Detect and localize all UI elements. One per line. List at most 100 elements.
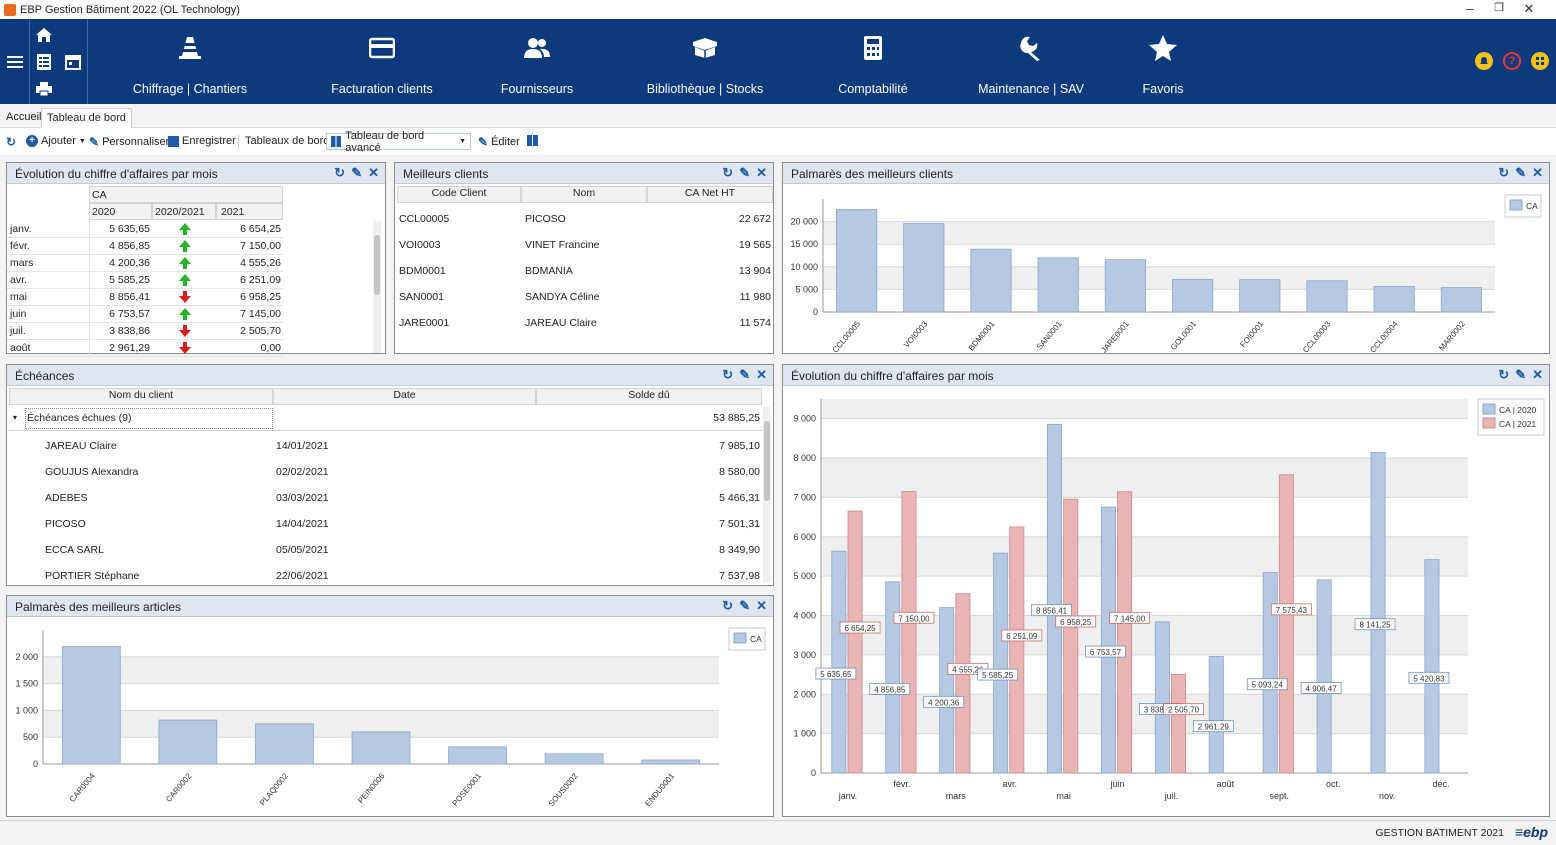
month-cell: mai — [10, 291, 27, 303]
table-row[interactable]: PICOSO 14/04/2021 7 501,31 — [9, 511, 762, 537]
y-tick-label: 2 000 — [15, 652, 38, 662]
table-row[interactable]: JARE0001 JAREAU Claire 11 574 — [395, 311, 773, 337]
print-icon[interactable] — [30, 75, 58, 103]
close-icon[interactable]: ✕ — [1532, 165, 1543, 180]
edit-button[interactable]: ✎ Éditer — [478, 135, 520, 149]
scrollbar[interactable] — [763, 407, 771, 583]
col-2020-header[interactable]: 2020 — [89, 203, 152, 220]
list-icon[interactable] — [30, 48, 58, 76]
menu-icon[interactable] — [0, 19, 29, 104]
x-tick-label: GOL0001 — [1169, 319, 1199, 352]
main-ribbon: Chiffrage | Chantiers Facturation client… — [0, 19, 1556, 104]
panel-title: Palmarès des meilleurs articles — [15, 600, 182, 614]
table-row[interactable]: mars 4 200,36 4 555,26 — [7, 255, 369, 272]
col-name-header[interactable]: Nom — [521, 186, 647, 203]
calendar-icon[interactable] — [59, 48, 87, 76]
group-total: 53 885,25 — [713, 412, 760, 424]
table-row[interactable]: GOUJUS Alexandra 02/02/2021 8 580,00 — [9, 459, 762, 485]
dashboard-select-value: Tableau de bord avancé — [345, 129, 425, 154]
refresh-icon[interactable]: ↻ — [722, 598, 734, 613]
table-row[interactable]: ECCA SARL 05/05/2021 8 349,90 — [9, 537, 762, 563]
arrow-up-icon — [179, 308, 191, 321]
pencil-icon[interactable]: ✎ — [351, 165, 363, 180]
minimize-button[interactable]: – — [1466, 1, 1474, 16]
save-label: Enregistrer — [182, 135, 236, 147]
tab-home[interactable]: Accueil — [6, 111, 42, 123]
refresh-button[interactable]: ↻ — [6, 135, 16, 149]
table-row[interactable]: SAN0001 SANDYA Céline 11 980 — [395, 285, 773, 311]
nav-fournisseurs[interactable]: Fournisseurs — [492, 19, 582, 104]
scrollbar[interactable] — [373, 221, 381, 353]
customize-button[interactable]: ✎ Personnaliser — [89, 135, 169, 149]
value-2020-cell: 5 635,65 — [109, 223, 150, 235]
close-icon[interactable]: ✕ — [756, 165, 767, 180]
x-tick-label: JARE0001 — [1099, 319, 1131, 353]
table-row[interactable]: JAREAU Claire 14/01/2021 7 985,10 — [9, 433, 762, 459]
tab-dashboard[interactable]: Tableau de bord — [41, 108, 132, 128]
table-row[interactable]: mai 8 856,41 6 958,25 — [7, 289, 369, 306]
save-button[interactable]: Enregistrer — [168, 135, 236, 147]
chevron-down-icon[interactable]: ▾ — [13, 413, 18, 422]
pencil-icon[interactable]: ✎ — [1515, 367, 1527, 382]
x-tick-label: août — [1217, 779, 1235, 789]
pencil-icon[interactable]: ✎ — [739, 165, 751, 180]
close-icon[interactable]: ✕ — [756, 367, 767, 382]
nav-bibliotheque-stocks[interactable]: Bibliothèque | Stocks — [640, 19, 770, 104]
layout-button[interactable] — [527, 135, 538, 146]
table-row[interactable]: juin 6 753,57 7 145,00 — [7, 306, 369, 323]
close-icon[interactable]: ✕ — [756, 598, 767, 613]
data-label-box — [1031, 604, 1072, 617]
nav-comptabilite[interactable]: Comptabilité — [830, 19, 916, 104]
add-button[interactable]: + Ajouter ▼ — [26, 135, 86, 147]
maximize-button[interactable]: ❐ — [1494, 2, 1504, 14]
close-icon[interactable]: ✕ — [1532, 367, 1543, 382]
home-icon[interactable] — [30, 21, 58, 49]
nav-facturation-clients[interactable]: Facturation clients — [322, 19, 442, 104]
bar — [351, 731, 411, 765]
notification-bell-icon[interactable] — [1475, 52, 1493, 70]
pencil-icon[interactable]: ✎ — [1515, 165, 1527, 180]
col-code-header[interactable]: Code Client — [397, 186, 521, 203]
col-date-header[interactable]: Date — [273, 388, 536, 405]
table-row[interactable]: juil. 3 838,86 2 505,70 — [7, 323, 369, 340]
refresh-icon[interactable]: ↻ — [1498, 367, 1510, 382]
x-tick-label: POSE0001 — [450, 771, 483, 808]
table-row[interactable]: PORTIER Stéphane 22/06/2021 7 537,98 — [9, 563, 762, 589]
dashboard-select[interactable]: Tableau de bord avancé ▼ — [326, 130, 471, 154]
nav-maintenance-sav[interactable]: Maintenance | SAV — [970, 19, 1092, 104]
nav-chiffrage-chantiers[interactable]: Chiffrage | Chantiers — [128, 19, 252, 104]
pencil-icon[interactable]: ✎ — [739, 598, 751, 613]
x-tick-label: avr. — [1002, 779, 1017, 789]
help-icon[interactable]: ? — [1503, 52, 1521, 70]
refresh-icon[interactable]: ↻ — [722, 367, 734, 382]
refresh-icon[interactable]: ↻ — [1498, 165, 1510, 180]
table-row[interactable]: févr. 4 856,85 7 150,00 — [7, 238, 369, 255]
pencil-icon[interactable]: ✎ — [739, 367, 751, 382]
x-tick-label: CCL00004 — [1368, 319, 1400, 353]
table-row[interactable]: VOI0003 VINET Francine 19 565 — [395, 233, 773, 259]
col-code-label: Code Client — [431, 187, 487, 199]
data-label: 8 141,25 — [1359, 621, 1391, 630]
close-icon[interactable]: ✕ — [368, 165, 379, 180]
col-2021-header[interactable]: 2021 — [216, 203, 283, 220]
col-trend-header[interactable]: 2020/2021 — [152, 203, 216, 220]
table-row[interactable]: janv. 5 635,65 6 654,25 — [7, 221, 369, 238]
table-row[interactable]: avr. 5 585,25 6 251,09 — [7, 272, 369, 289]
box-icon — [691, 33, 719, 63]
col-ca-header[interactable]: CA Net HT — [647, 186, 773, 203]
refresh-icon[interactable]: ↻ — [722, 165, 734, 180]
close-button[interactable]: ✕ — [1523, 1, 1535, 16]
col-balance-header[interactable]: Solde dû — [536, 388, 762, 405]
y-tick-label: 5 000 — [793, 571, 816, 581]
table-row[interactable]: août 2 961,29 0,00 — [7, 340, 369, 357]
table-row[interactable]: BDM0001 BDMANIA 13 904 — [395, 259, 773, 285]
bar — [255, 723, 314, 765]
nav-favoris[interactable]: Favoris — [1132, 19, 1194, 104]
table-row[interactable]: CCL00005 PICOSO 22 672 — [395, 207, 773, 233]
table-row[interactable]: ADEBES 03/03/2021 5 466,31 — [9, 485, 762, 511]
col-client-header[interactable]: Nom du client — [9, 388, 273, 405]
data-label: 2 505,70 — [1168, 706, 1200, 715]
apps-grid-icon[interactable] — [1531, 52, 1549, 70]
group-row[interactable]: ▾ Échéances échues (9) 53 885,25 — [9, 407, 762, 431]
refresh-icon[interactable]: ↻ — [334, 165, 346, 180]
